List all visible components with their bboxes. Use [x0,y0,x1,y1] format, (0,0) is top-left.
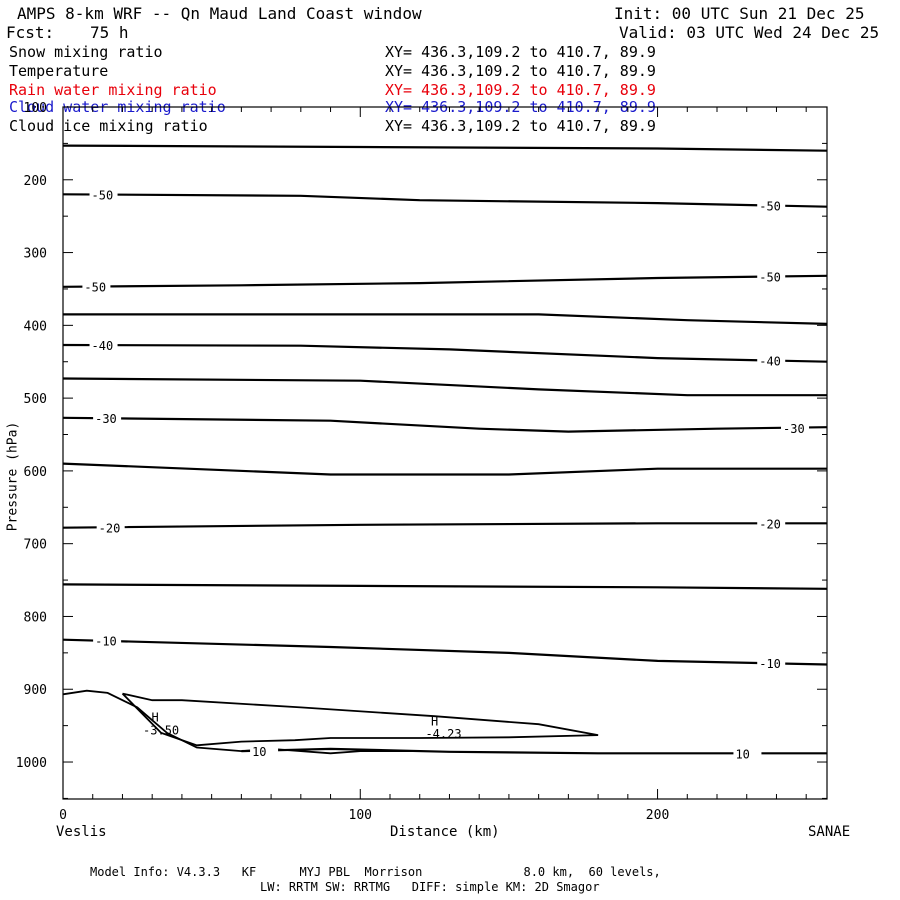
contour-line [62,522,827,529]
contour-annotation: -3.50 [143,723,179,737]
contour-label: -50 [84,281,106,295]
x-end-label-left: Veslis [56,824,107,840]
contour-label-bg [96,520,125,535]
field-name-snow: Snow mixing ratio [9,43,163,61]
contour-annotation: H [152,710,159,724]
contour-label-bg [82,279,111,294]
y-tick-label: 200 [24,174,47,189]
plot-frame [62,106,828,800]
x-tick-label: 100 [349,808,372,823]
contour-label-bg [757,353,786,368]
temperature-contours [62,144,828,755]
contour-label-bg [757,656,786,671]
contour-annotation: -4.23 [425,727,461,741]
contour-label-bg [757,516,786,531]
y-tick-label: 800 [24,610,47,625]
contour-label: -10 [759,657,781,671]
field-name-rain: Rain water mixing ratio [9,81,217,99]
model-info-line2: LW: RRTM SW: RRTMG DIFF: simple KM: 2D S… [260,880,600,894]
contour-line [62,144,828,152]
contour-label: -50 [92,189,114,203]
x-tick-label: 200 [646,808,669,823]
contour-line [62,343,828,363]
field-name-temperature: Temperature [9,62,109,80]
y-tick-label: 1000 [16,756,47,771]
y-tick-label: 300 [24,247,47,262]
x-tick-label: 0 [59,808,67,823]
field-xy-temperature: XY= 436.3,109.2 to 410.7, 89.9 [385,62,656,80]
y-tick-label: 500 [24,392,47,407]
contour-label: -20 [99,521,121,535]
field-name-cloud-ice: Cloud ice mixing ratio [9,117,208,135]
contour-label: -40 [759,354,781,368]
contour-line [62,638,828,666]
valid-time: Valid: 03 UTC Wed 24 Dec 25 [619,23,880,42]
contour-annotation: H [431,715,438,729]
contour-label: -10 [95,635,117,649]
contour-line [62,274,828,288]
field-xy-cloud-ice: XY= 436.3,109.2 to 410.7, 89.9 [385,117,656,135]
contour-label-bg [250,743,279,758]
closed-contour [121,692,599,747]
y-tick-label: 600 [24,465,47,480]
contour-label-bg [93,633,122,648]
forecast-label: Fcst: [6,23,55,42]
x-axis-label: Distance (km) [390,824,500,840]
contour-label: -40 [92,339,114,353]
contour-label-bg [733,746,762,761]
contour-line [62,377,827,397]
field-xy-rain: XY= 436.3,109.2 to 410.7, 89.9 [385,81,656,99]
init-time: Init: 00 UTC Sun 21 Dec 25 [614,4,865,23]
contour-label-bg [89,187,118,202]
y-tick-label: 400 [24,319,47,334]
contour-label-bg [89,338,118,353]
y-tick-label: 900 [24,683,47,698]
contour-label-bg [757,269,786,284]
contour-line [62,462,827,476]
contour-line [62,193,828,208]
contour-labels: -50 -50 -50 -50 -40 -40 -30 -30 -20 -20 -10 -10 10 10… [82,187,810,761]
y-tick-label: 100 [24,101,47,116]
contour-label: -30 [95,412,117,426]
contour-line [63,313,828,325]
contour-label: -50 [759,199,781,213]
y-axis-label: Pressure (hPa) [5,421,21,532]
contour-line [62,583,828,590]
contour-label-bg [93,411,122,426]
axis-ticks: 100 200 300 400 500 600 700 800 900 1000 0 100 200 [16,101,827,823]
contour-label: -20 [759,517,781,531]
contour-label-bg [757,198,786,213]
chart-title: AMPS 8-km WRF -- Qn Maud Land Coast wind… [17,4,422,23]
y-tick-label: 700 [24,538,47,553]
closed-contours [62,689,599,755]
contour-line [62,416,828,433]
contour-label-bg [781,420,810,435]
forecast-hours: 75 h [90,23,129,42]
contour-label: -50 [759,271,781,285]
x-end-label-right: SANAE [808,824,851,840]
contour-label: 10 [252,745,266,759]
field-xy-snow: XY= 436.3,109.2 to 410.7, 89.9 [385,43,656,61]
closed-contour [62,689,420,755]
contour-label: -30 [783,422,805,436]
model-info-line1: Model Info: V4.3.3 KF MYJ PBL Morrison 8… [90,865,661,879]
contour-line [241,747,827,755]
contour-label: 10 [735,747,749,761]
